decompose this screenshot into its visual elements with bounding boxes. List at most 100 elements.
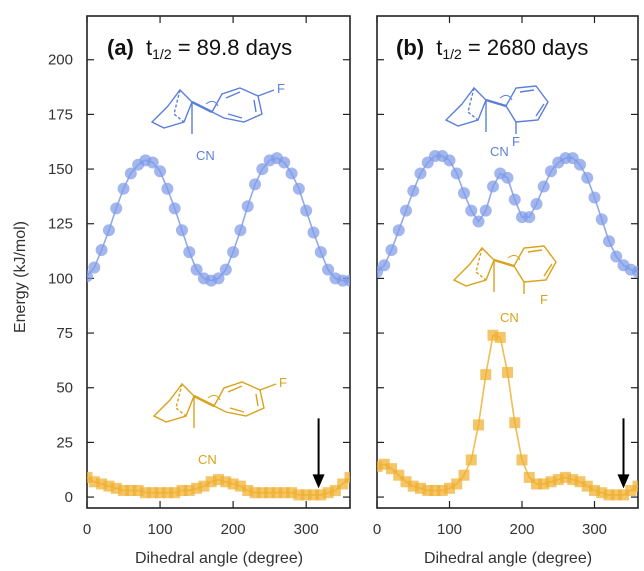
series-0-point: [344, 274, 350, 287]
series-0-point: [414, 167, 427, 180]
series-1-point: [256, 487, 268, 499]
series-0-point: [443, 154, 456, 167]
series-1-point: [531, 478, 542, 490]
panel-a-title: (a) t1/2 = 89.8 days: [107, 35, 292, 62]
series-0-point: [300, 204, 313, 217]
panel-b-title-subscript: 1/2: [442, 46, 462, 62]
series-1-point: [581, 480, 593, 492]
panel-b-plot-area: [377, 149, 638, 501]
y-tick-label: 100: [48, 270, 73, 287]
series-1-point: [560, 471, 571, 483]
series-1-point: [118, 485, 130, 497]
series-0-point: [392, 224, 405, 237]
series-1-point: [227, 478, 239, 490]
panel-b: 0 100 200 300: [373, 15, 639, 538]
series-1-point: [307, 489, 319, 501]
series-0-point: [574, 158, 586, 171]
series-1-point: [139, 487, 151, 499]
panel-a: 0 100 200 300 0 25 50 75 100 125 150 175 200: [48, 15, 351, 538]
series-0-point: [458, 187, 470, 200]
molecule-a-upper-group: CN: [196, 148, 215, 163]
series-1-point: [494, 331, 506, 343]
series-0-point: [219, 263, 232, 276]
series-0-point: [508, 193, 521, 206]
series-1-point: [242, 485, 254, 497]
series-1-point: [264, 487, 276, 499]
series-1-point: [205, 476, 217, 488]
series-0-point: [322, 263, 335, 276]
series-0-point: [472, 215, 485, 228]
series-0-point: [581, 171, 594, 184]
series-1-point: [337, 478, 349, 490]
series-1-point: [125, 485, 137, 497]
molecule-a-lower: F CN: [152, 375, 287, 467]
y-tick-label: 0: [65, 489, 73, 506]
series-0-point: [256, 163, 269, 176]
series-1-point: [458, 469, 470, 481]
panel-a-title-prefix: t: [146, 35, 152, 60]
molecule-a-upper-substituent: F: [277, 81, 285, 96]
series-1-point: [88, 476, 100, 488]
y-tick-label: 175: [48, 106, 73, 123]
series-0-point: [278, 156, 291, 169]
panel-b-frame: [376, 15, 639, 509]
series-0-point: [102, 224, 115, 237]
series-0-point: [523, 211, 536, 224]
series-1-point: [407, 480, 419, 492]
series-1-point: [132, 485, 144, 497]
series-0-point: [146, 156, 159, 169]
series-0-point: [175, 224, 188, 237]
series-1-point: [393, 469, 405, 481]
series-1-point: [480, 369, 492, 381]
series-1-point: [538, 478, 550, 490]
series-0-point: [407, 184, 420, 197]
series-0-point: [110, 202, 123, 215]
series-1-point: [329, 485, 341, 497]
x-tick-label: 0: [373, 521, 381, 538]
x-tick-label: 300: [294, 521, 319, 538]
y-tick-label: 25: [56, 434, 73, 451]
molecule-a-lower-group: CN: [198, 452, 217, 467]
series-0-point: [285, 167, 298, 180]
series-1-point: [596, 487, 608, 499]
panel-b-title: (b) t1/2 = 2680 days: [396, 35, 588, 62]
series-1-point: [213, 474, 224, 486]
series-0-point: [88, 261, 101, 274]
series-0-point: [378, 259, 391, 272]
series-1-point: [278, 487, 290, 499]
molecule-a-upper: F CN: [150, 81, 285, 163]
series-1-point: [183, 485, 195, 497]
series-0-point: [479, 204, 492, 217]
series-0-point: [610, 250, 623, 263]
series-1-point: [315, 489, 327, 501]
molecule-b-lower: F CN: [452, 245, 557, 325]
panel-b-label: (b): [396, 35, 424, 60]
molecule-b-lower-substituent: F: [540, 292, 548, 307]
series-0-point: [400, 204, 412, 217]
molecule-b-lower-group: CN: [500, 310, 519, 325]
series-1-point: [300, 489, 312, 501]
series-0-point: [314, 246, 327, 259]
y-tick-label: 50: [56, 380, 73, 397]
series-1-point: [110, 482, 122, 494]
series-0-point: [595, 213, 608, 226]
series-0-point: [385, 243, 398, 256]
series-1-point: [220, 476, 232, 488]
y-tick-label: 125: [48, 216, 73, 233]
series-1-point: [436, 485, 448, 497]
panel-b-title-prefix: t: [436, 35, 442, 60]
series-1-point: [516, 454, 528, 466]
y-tick-label: 200: [48, 52, 73, 69]
series-0-point: [168, 202, 181, 215]
series-1-point: [487, 329, 499, 341]
series-0-point: [603, 235, 615, 248]
panel-a-title-subscript: 1/2: [152, 46, 172, 62]
series-1-point: [429, 485, 441, 497]
series-1-point: [610, 489, 622, 501]
series-1-point: [249, 487, 261, 499]
x-tick-label: 200: [221, 521, 246, 538]
panel-a-label: (a): [107, 35, 134, 60]
series-0-point: [241, 200, 254, 213]
series-0-point: [530, 198, 543, 211]
series-0-point: [307, 226, 320, 239]
